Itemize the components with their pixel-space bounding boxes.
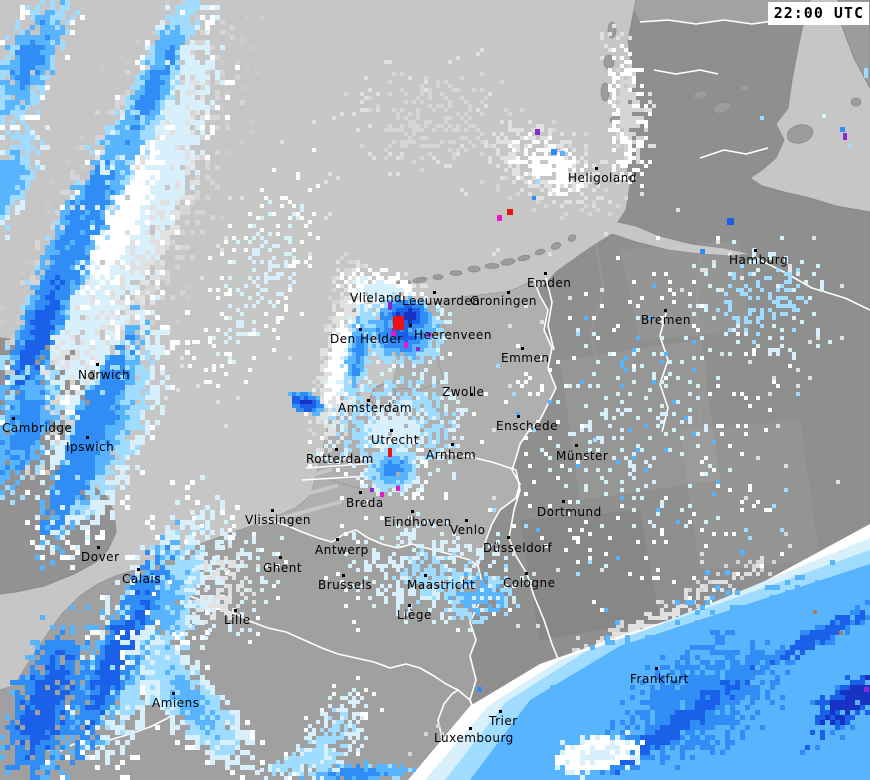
timestamp-badge: 22:00 UTC [767, 2, 869, 25]
